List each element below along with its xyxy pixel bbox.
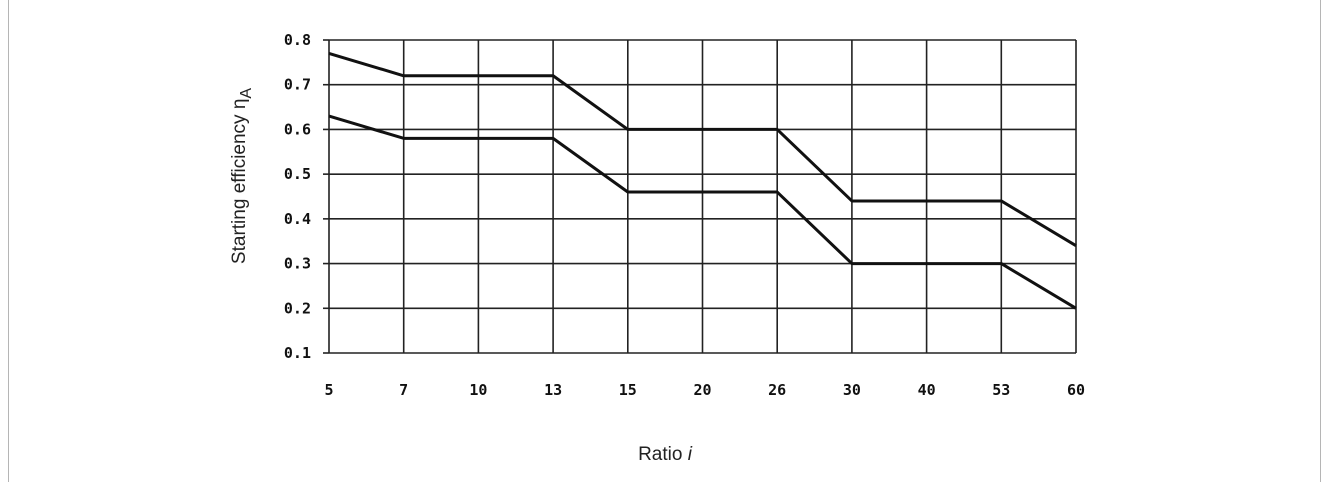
y-tick-label: 0.5 [284,165,311,183]
x-tick-label: 7 [399,381,408,399]
y-tick-label: 0.3 [284,255,311,273]
x-tick-label: 15 [619,381,637,399]
efficiency-chart: 5 7 10 13 15 20 26 30 40 53 60 0.80.70.60.50.40.30… [229,31,1085,465]
x-tick-label: 10 [469,381,487,399]
x-tick-label: 13 [544,381,562,399]
series-line-1 [328,51,1077,247]
y-tick-label: 0.6 [284,120,311,138]
x-axis-label: Ratio i [638,444,693,465]
series-group [328,51,1077,310]
chart-frame: 5 7 10 13 15 20 26 30 40 53 60 0.8 0.7 0.6 0.5 0.4 0.3 0… [8,0,1321,482]
x-tick-label: 30 [843,381,861,399]
x-tick-label: 60 [1067,381,1085,399]
y-tick-label: 0.2 [284,299,311,317]
series-line-2 [328,114,1077,310]
y-tick-label: 0.1 [284,344,311,362]
y-tick-label: 0.8 [284,31,311,49]
x-tick-labels: 5 7 10 13 15 20 26 30 40 53 60 [324,381,1085,399]
x-tick-label: 26 [768,381,786,399]
y-tick-labels: 0.8 0.7 0.6 0.5 0.4 0.3 0.2 0.1 [284,31,311,362]
x-tick-label: 5 [324,381,333,399]
grid [323,39,1077,354]
y-tick-label: 0.7 [284,76,311,94]
y-axis-label: Starting efficiency ηA [229,88,255,264]
x-tick-label: 20 [693,381,711,399]
y-tick-label: 0.4 [284,210,311,228]
x-tick-label: 53 [992,381,1010,399]
x-tick-label: 40 [918,381,936,399]
